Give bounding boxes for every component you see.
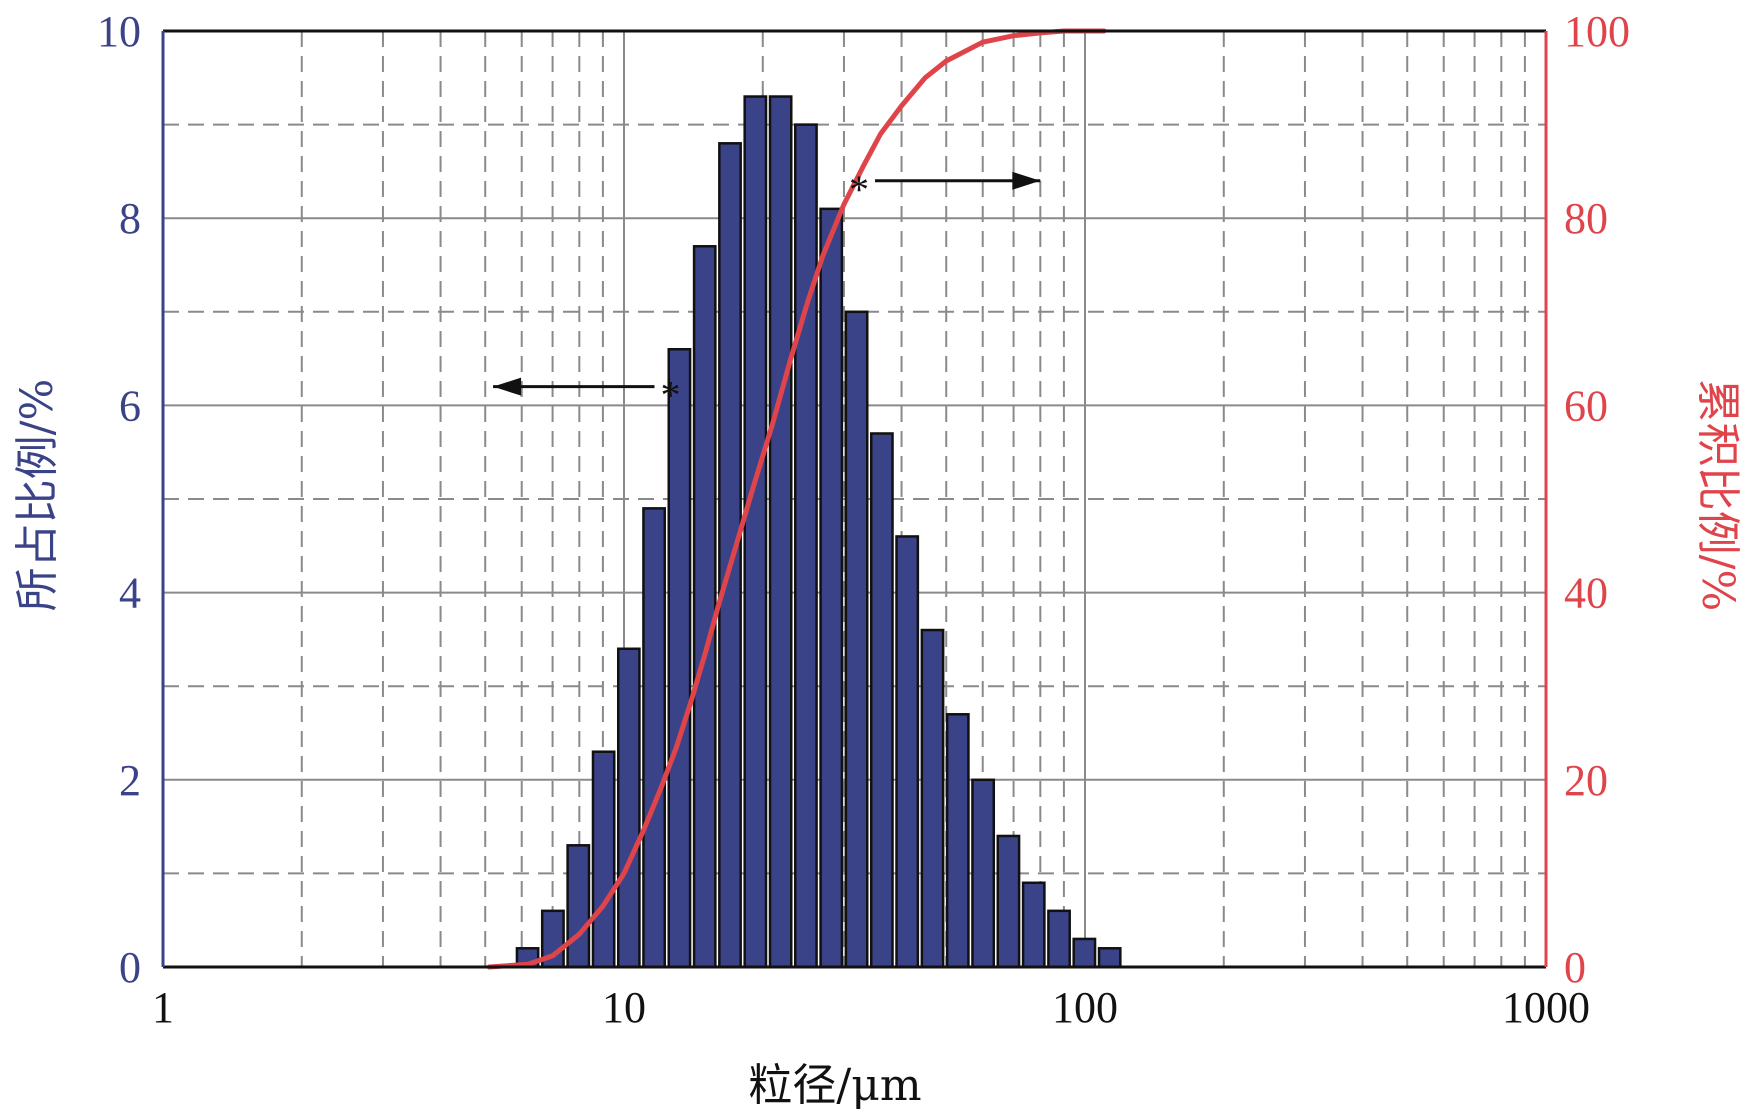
right-tick-label: 100 (1564, 7, 1630, 56)
right-tick-label: 80 (1564, 194, 1608, 243)
annotation-arrowhead (493, 377, 522, 396)
histogram-bar (895, 535, 920, 969)
annotation-arrowhead (1012, 171, 1041, 190)
left-tick-label: 10 (97, 7, 141, 56)
histogram-bars (515, 95, 1122, 969)
histogram-bar (945, 713, 970, 969)
histogram-bar (718, 142, 742, 969)
histogram-bar (642, 507, 666, 969)
cumulative-curve-layer (486, 28, 1107, 970)
x-tick-label: 100 (1052, 983, 1118, 1032)
annotations: ** (493, 167, 1041, 418)
right-tick-label: 20 (1564, 756, 1608, 805)
left-tick-label: 2 (119, 756, 141, 805)
histogram-bar (1047, 909, 1071, 969)
histogram-bar (869, 432, 894, 969)
annotation-asterisk: * (849, 167, 869, 212)
annotation-asterisk: * (661, 373, 681, 418)
histogram-bar (768, 95, 793, 969)
histogram-bar (844, 310, 869, 969)
histogram-bar (616, 647, 641, 969)
x-tick-label: 10 (602, 983, 646, 1032)
histogram-bar (566, 844, 591, 969)
histogram-bar (1097, 947, 1122, 969)
x-tick-label: 1 (152, 983, 174, 1032)
left-tick-label: 4 (119, 569, 141, 618)
histogram-bar (819, 207, 844, 969)
right-tick-label: 0 (1564, 943, 1586, 992)
histogram-bar (692, 245, 717, 969)
histogram-bar (591, 750, 616, 969)
left-axis-label: 所占比例/% (12, 379, 63, 612)
histogram-bar (667, 347, 692, 969)
left-tick-label: 6 (119, 381, 141, 430)
histogram-bar (1072, 937, 1097, 969)
left-tick-label: 0 (119, 943, 141, 992)
histogram-bar (794, 123, 818, 969)
histogram-bar (971, 778, 996, 969)
histogram-bar (996, 834, 1021, 969)
x-axis-label: 粒径/μm (748, 1060, 921, 1111)
histogram-bar (920, 628, 945, 969)
cumulative-curve (486, 28, 1107, 970)
histogram-bar (743, 95, 768, 969)
right-tick-label: 40 (1564, 569, 1608, 618)
x-tick-label: 1000 (1502, 983, 1590, 1032)
axes (161, 29, 1548, 969)
left-tick-label: 8 (119, 194, 141, 243)
right-tick-label: 60 (1564, 381, 1608, 430)
right-axis-label: 累积比例/% (1692, 379, 1743, 612)
histogram-bar (1021, 881, 1046, 969)
